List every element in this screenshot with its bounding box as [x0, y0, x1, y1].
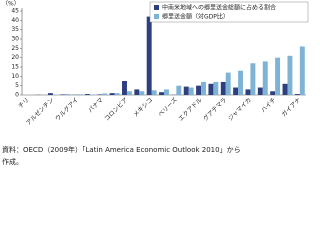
chart: （%） 資料：OECD（2009年）「Latin America Economi…: [2, 1, 309, 166]
bar: [126, 91, 132, 95]
bar: [220, 81, 226, 95]
bar: [122, 81, 127, 95]
bar: [287, 55, 293, 95]
legend-label: 郷里送金額（対GDP比）: [162, 13, 229, 21]
x-tick-label: パナマ: [87, 97, 105, 115]
bar: [77, 94, 83, 95]
legend-box: [149, 1, 309, 23]
y-tick-label: 15: [11, 64, 19, 71]
bar: [188, 87, 194, 95]
y-tick-label: 5: [15, 82, 19, 89]
x-tick-label: グアテマラ: [201, 96, 228, 123]
bar: [183, 86, 189, 95]
y-tick-label: 40: [11, 17, 19, 24]
bar: [102, 93, 108, 95]
bar: [201, 81, 206, 95]
bar: [245, 89, 251, 95]
bar: [89, 94, 95, 95]
note: 作成。: [2, 157, 23, 166]
bar: [282, 83, 288, 95]
y-tick-label: 30: [11, 36, 19, 43]
bar: [213, 81, 219, 95]
x-tick-label: ハイチ: [260, 97, 278, 115]
x-tick-label: エクアドル: [177, 97, 203, 123]
bar: [164, 89, 169, 95]
bar: [176, 85, 182, 95]
bar: [60, 94, 66, 95]
bar: [270, 91, 276, 95]
bar: [84, 94, 90, 95]
bar: [238, 70, 244, 95]
bar: [109, 93, 115, 95]
legend-label: 中南米地域への郷里送金総額に占める割合: [162, 4, 276, 12]
x-tick-label: コロンビア: [103, 96, 130, 123]
y-axis-label: （%）: [2, 1, 20, 8]
bar: [225, 72, 231, 95]
y-tick-label: 0: [15, 92, 19, 99]
bar: [294, 94, 300, 95]
bar: [257, 87, 263, 95]
bar: [233, 87, 239, 95]
bar: [196, 85, 202, 95]
bar: [159, 92, 164, 95]
bar: [134, 89, 140, 95]
bar: [146, 16, 152, 96]
note: 資料：OECD（2009年）「Latin America Economic Ou…: [2, 145, 241, 154]
legend-swatch: [154, 14, 159, 19]
x-tick-label: ウルグアイ: [53, 96, 80, 123]
y-tick-label: 45: [11, 8, 19, 15]
bar: [139, 91, 145, 95]
x-tick-label: メキシコ: [132, 97, 154, 119]
bar: [262, 61, 268, 95]
y-tick-label: 10: [11, 73, 19, 80]
bar: [114, 93, 120, 95]
bar: [97, 94, 103, 95]
bar: [250, 63, 256, 95]
x-tick-label: ベリーズ: [156, 96, 178, 118]
bar: [47, 93, 53, 95]
bar: [299, 46, 305, 95]
x-tick-label: ジャマイカ: [227, 97, 253, 123]
y-tick-label: 20: [11, 54, 19, 61]
bar: [151, 90, 157, 95]
legend-swatch: [154, 5, 159, 10]
x-tick-label: ガイアナ: [280, 96, 303, 119]
bar: [275, 57, 281, 95]
y-tick-label: 35: [11, 26, 19, 33]
bar: [208, 83, 214, 95]
bar: [65, 94, 71, 95]
y-tick-label: 25: [11, 45, 19, 52]
x-tick-label: チリ: [17, 97, 30, 110]
